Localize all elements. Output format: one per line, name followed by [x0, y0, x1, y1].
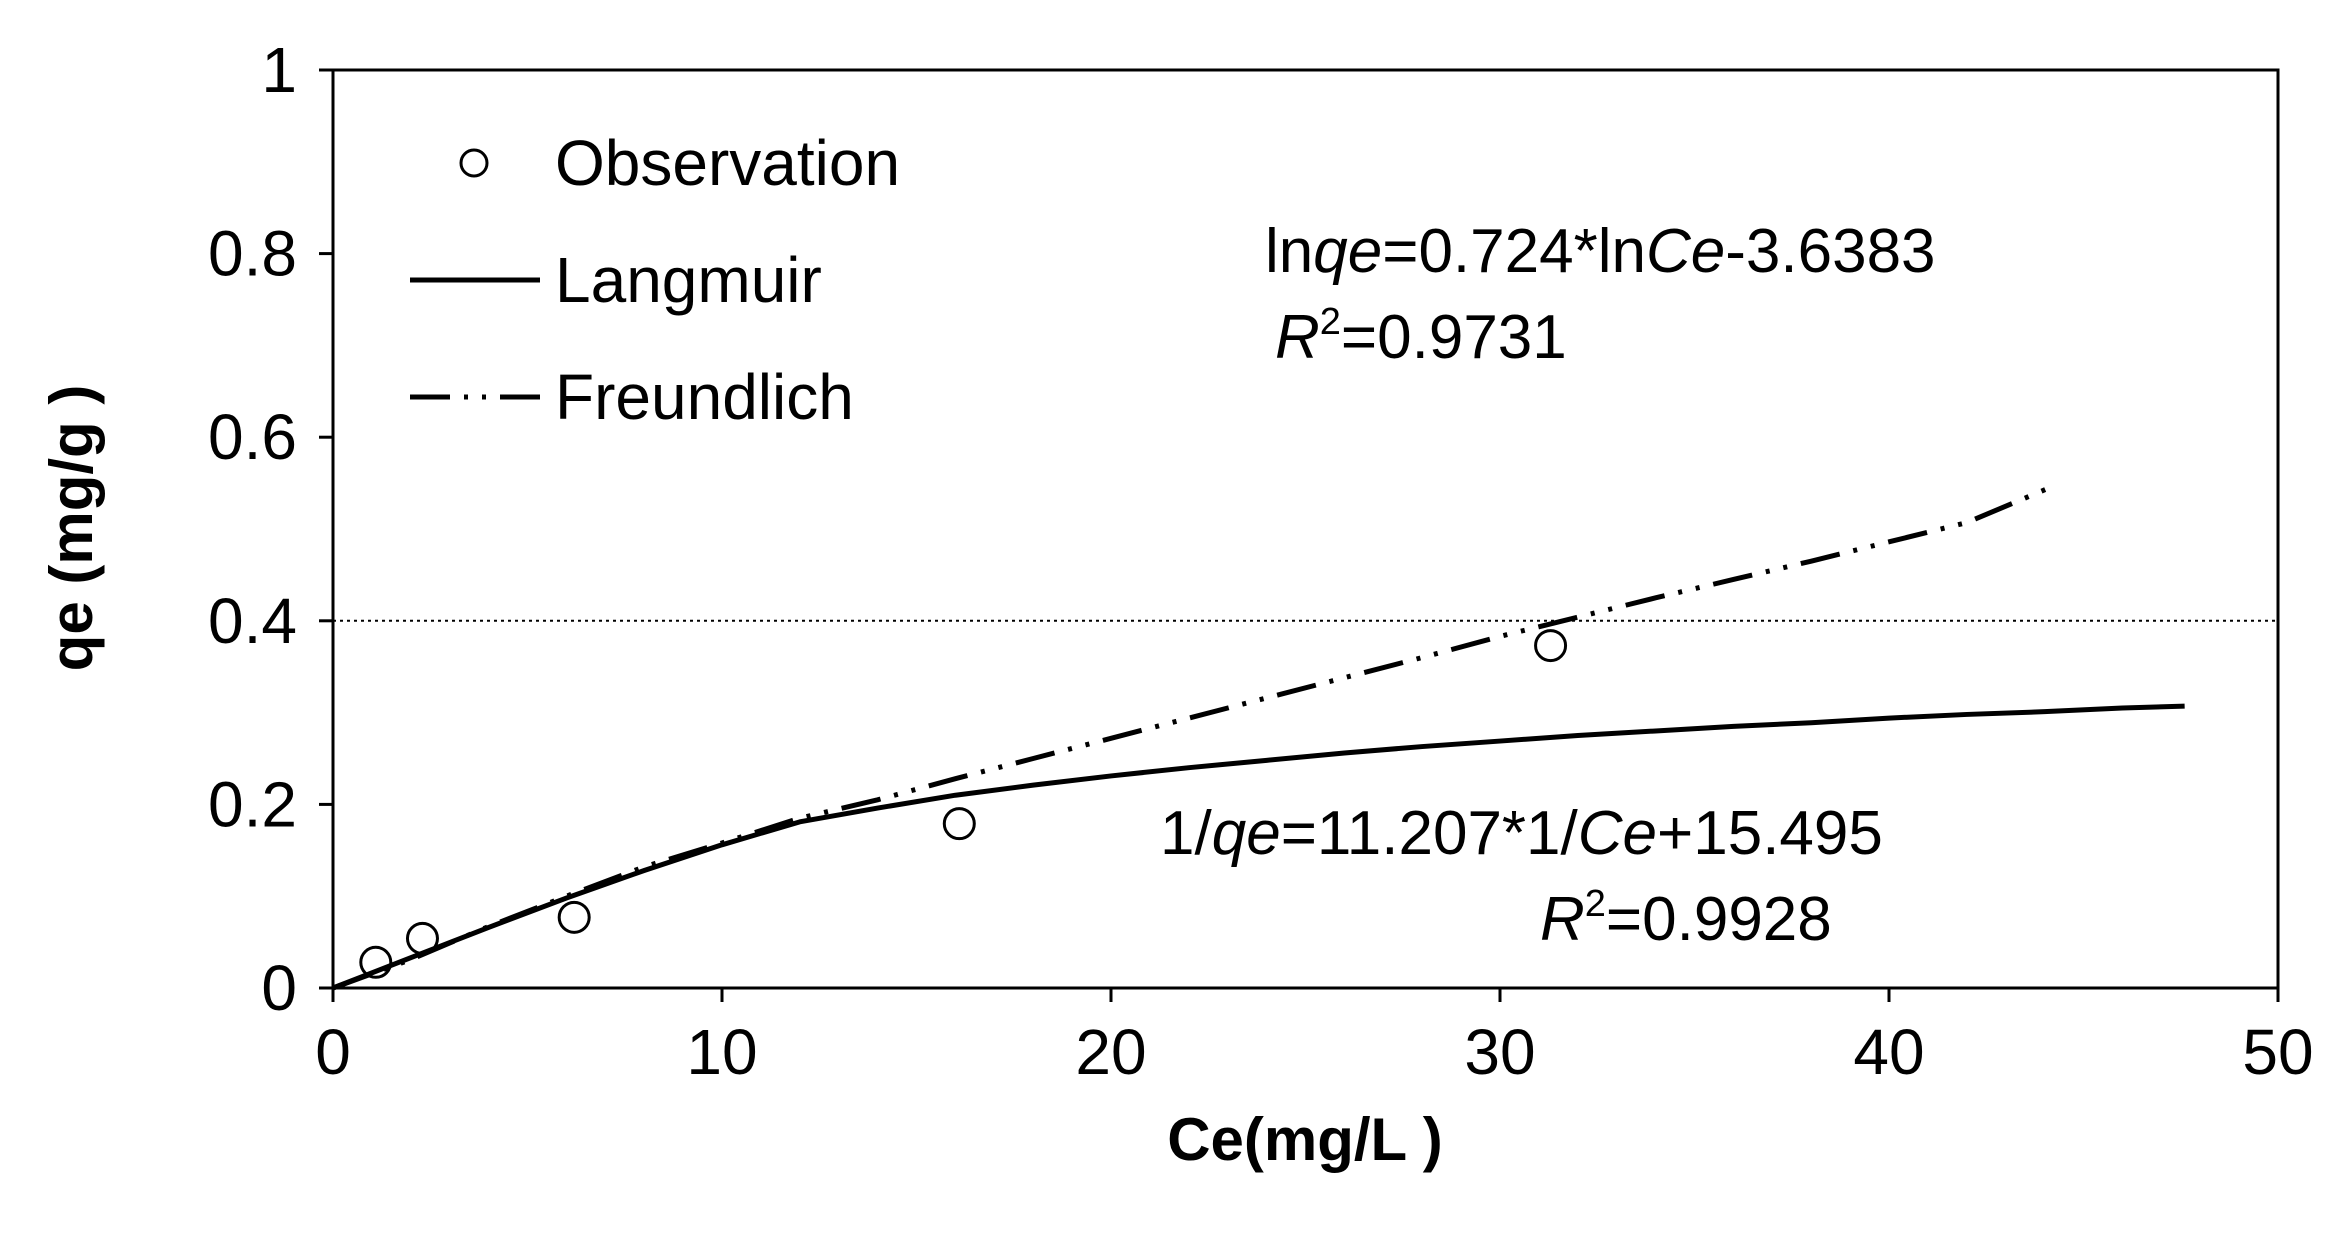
langmuir-equation: 1/qe=11.207*1/Ce+15.495 — [1160, 799, 1883, 868]
x-tick-label: 40 — [1853, 1016, 1924, 1088]
x-axis-title: Ce(mg/L ) — [1167, 1106, 1443, 1173]
x-tick-label: 20 — [1075, 1016, 1146, 1088]
y-tick-label: 1 — [261, 34, 297, 106]
x-tick-label: 30 — [1464, 1016, 1535, 1088]
legend-label-observation: Observation — [555, 127, 900, 199]
legend: Observation Langmuir Freundlich — [410, 127, 900, 433]
series-layer — [332, 482, 2185, 991]
y-tick-label: 0.4 — [208, 585, 297, 657]
observation-point — [942, 807, 976, 841]
freundlich-curve — [332, 482, 2058, 991]
plot-area — [331, 68, 2280, 990]
freundlich-r2: R2=0.9731 — [1275, 301, 1567, 372]
x-tick-label: 50 — [2242, 1016, 2313, 1088]
x-tick-label: 0 — [315, 1016, 351, 1088]
x-tick-label: 10 — [686, 1016, 757, 1088]
freundlich-equation: lnqe=0.724*lnCe-3.6383 — [1265, 217, 1936, 286]
langmuir-curve — [332, 703, 2185, 991]
y-axis: 0 0.2 0.4 0.6 0.8 1 — [208, 34, 333, 1024]
langmuir-r2: R2=0.9928 — [1540, 883, 1832, 954]
y-tick-label: 0 — [261, 952, 297, 1024]
x-axis: 0 10 20 30 40 50 — [315, 988, 2314, 1088]
legend-label-freundlich: Freundlich — [555, 361, 854, 433]
y-tick-label: 0.6 — [208, 401, 297, 473]
observation-point — [1534, 629, 1568, 663]
y-tick-label: 0.2 — [208, 768, 297, 840]
legend-marker-observation — [459, 148, 489, 178]
observation-point — [557, 900, 591, 934]
legend-label-langmuir: Langmuir — [555, 244, 822, 316]
y-tick-label: 0.8 — [208, 218, 297, 290]
y-axis-title: qe (mg/g ) — [38, 385, 105, 672]
